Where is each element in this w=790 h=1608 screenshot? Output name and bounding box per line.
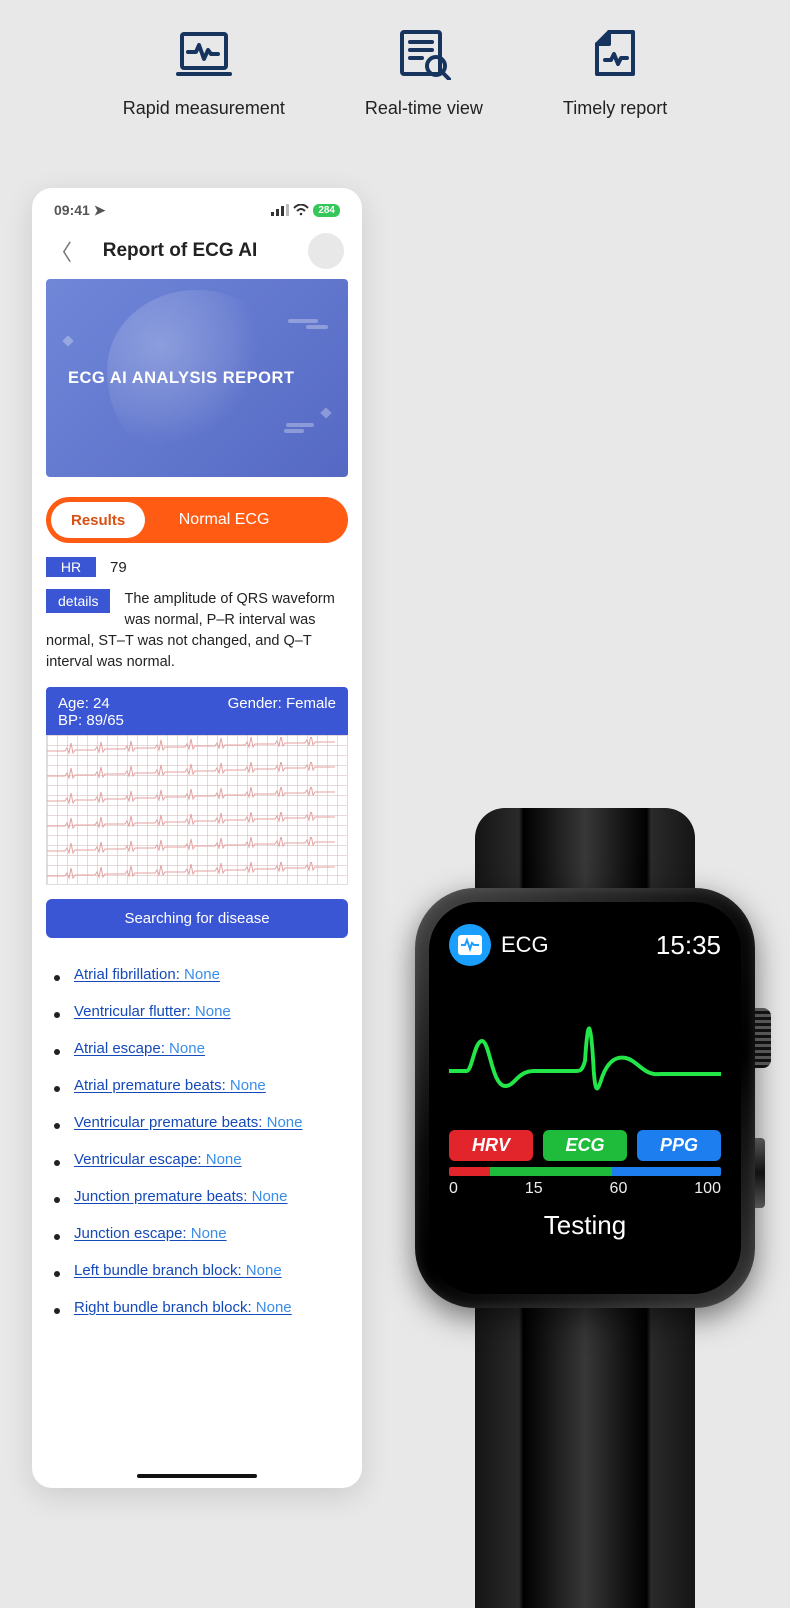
phone-status-bar: 09:41 ➤ 284: [32, 200, 362, 227]
wifi-icon: [293, 203, 309, 219]
page-title: Report of ECG AI: [103, 240, 257, 262]
disease-link[interactable]: Junction premature beats: None: [74, 1188, 287, 1205]
watch-mockup: ECG 15:35 HRV ECG PPG 0 15 60 100 Testing: [400, 808, 770, 1608]
signal-icon: [271, 203, 289, 219]
gender-field: Gender: Female: [228, 695, 336, 712]
watch-crown[interactable]: [755, 1008, 771, 1068]
results-button[interactable]: Results: [51, 502, 145, 538]
feature-label: Rapid measurement: [123, 98, 285, 119]
phone-mockup: 09:41 ➤ 284 〈 Report of ECG AI ECG AI AN…: [32, 188, 362, 1488]
watch-time: 15:35: [656, 930, 721, 961]
watch-band: [475, 1308, 695, 1608]
status-time: 09:41 ➤: [54, 202, 105, 219]
ecg-chart: [46, 735, 348, 885]
watch-app-title: ECG: [501, 932, 549, 958]
hero-banner: ECG AI ANALYSIS REPORT: [46, 279, 348, 477]
feature-label: Timely report: [563, 98, 667, 119]
disease-list: Atrial fibrillation: None Ventricular fl…: [46, 956, 348, 1326]
feature-rapid: Rapid measurement: [123, 28, 285, 119]
disease-link[interactable]: Junction escape: None: [74, 1225, 227, 1242]
bullet-icon: [54, 1049, 60, 1055]
disease-item[interactable]: Ventricular escape: None: [54, 1141, 348, 1178]
feature-realtime: Real-time view: [365, 28, 483, 119]
result-status: Normal ECG: [179, 511, 270, 529]
bullet-icon: [54, 975, 60, 981]
watch-app-badge: ECG: [449, 924, 549, 966]
age-field: Age: 24: [58, 695, 110, 712]
watch-ecg-wave: [449, 996, 721, 1126]
watch-scale: 0 15 60 100: [449, 1180, 721, 1198]
bullet-icon: [54, 1234, 60, 1240]
bullet-icon: [54, 1086, 60, 1092]
bullet-icon: [54, 1308, 60, 1314]
watch-metric-pill[interactable]: ECG: [543, 1130, 627, 1161]
avatar[interactable]: [308, 233, 344, 269]
watch-metric-pill[interactable]: HRV: [449, 1130, 533, 1161]
home-indicator[interactable]: [137, 1474, 257, 1478]
scale-tick: 60: [610, 1180, 628, 1198]
disease-item[interactable]: Atrial escape: None: [54, 1030, 348, 1067]
disease-item[interactable]: Right bundle branch block: None: [54, 1289, 348, 1326]
file-pulse-icon: [585, 28, 645, 80]
watch-body: ECG 15:35 HRV ECG PPG 0 15 60 100 Testing: [415, 888, 755, 1308]
scale-tick: 0: [449, 1180, 458, 1198]
watch-progress-bar: [449, 1167, 721, 1176]
bp-field: BP: 89/65: [58, 712, 336, 729]
disease-item[interactable]: Ventricular premature beats: None: [54, 1104, 348, 1141]
disease-link[interactable]: Left bundle branch block: None: [74, 1262, 282, 1279]
disease-link[interactable]: Ventricular premature beats: None: [74, 1114, 302, 1131]
battery-badge: 284: [313, 204, 340, 217]
patient-info-bar: Age: 24 Gender: Female BP: 89/65: [46, 687, 348, 735]
watch-side-button[interactable]: [755, 1138, 765, 1208]
bullet-icon: [54, 1197, 60, 1203]
doc-search-icon: [394, 28, 454, 80]
hr-value: 79: [110, 559, 127, 576]
bullet-icon: [54, 1123, 60, 1129]
scale-tick: 100: [694, 1180, 721, 1198]
disease-item[interactable]: Ventricular flutter: None: [54, 993, 348, 1030]
watch-metric-pill[interactable]: PPG: [637, 1130, 721, 1161]
feature-row: Rapid measurement Real-time view Timely …: [0, 0, 790, 119]
status-right: 284: [271, 203, 340, 219]
back-button[interactable]: 〈: [50, 235, 72, 267]
disease-link[interactable]: Atrial premature beats: None: [74, 1077, 266, 1094]
scale-tick: 15: [525, 1180, 543, 1198]
disease-link[interactable]: Atrial fibrillation: None: [74, 966, 220, 983]
hr-tag: HR: [46, 557, 96, 577]
disease-link[interactable]: Ventricular flutter: None: [74, 1003, 231, 1020]
hero-title: ECG AI ANALYSIS REPORT: [68, 369, 294, 388]
feature-label: Real-time view: [365, 98, 483, 119]
feature-report: Timely report: [563, 28, 667, 119]
disease-link[interactable]: Right bundle branch block: None: [74, 1299, 292, 1316]
progress-segment: [490, 1167, 612, 1176]
disease-item[interactable]: Atrial fibrillation: None: [54, 956, 348, 993]
search-disease-button[interactable]: Searching for disease: [46, 899, 348, 938]
result-pill: Results Normal ECG: [46, 497, 348, 543]
disease-link[interactable]: Atrial escape: None: [74, 1040, 205, 1057]
bullet-icon: [54, 1160, 60, 1166]
watch-status: Testing: [449, 1210, 721, 1241]
disease-item[interactable]: Left bundle branch block: None: [54, 1252, 348, 1289]
details-block: details The amplitude of QRS waveform wa…: [46, 589, 348, 673]
disease-link[interactable]: Ventricular escape: None: [74, 1151, 242, 1168]
phone-header: 〈 Report of ECG AI: [32, 227, 362, 279]
ecg-app-icon: [449, 924, 491, 966]
details-text: details The amplitude of QRS waveform wa…: [46, 589, 348, 673]
bullet-icon: [54, 1271, 60, 1277]
watch-band: [475, 808, 695, 888]
monitor-pulse-icon: [174, 28, 234, 80]
watch-screen[interactable]: ECG 15:35 HRV ECG PPG 0 15 60 100 Testing: [429, 902, 741, 1294]
progress-segment: [449, 1167, 490, 1176]
details-tag: details: [46, 589, 110, 613]
disease-item[interactable]: Junction escape: None: [54, 1215, 348, 1252]
watch-metrics-row: HRV ECG PPG: [449, 1130, 721, 1161]
progress-segment: [612, 1167, 721, 1176]
bullet-icon: [54, 1012, 60, 1018]
disease-item[interactable]: Junction premature beats: None: [54, 1178, 348, 1215]
hr-row: HR 79: [46, 557, 348, 577]
disease-item[interactable]: Atrial premature beats: None: [54, 1067, 348, 1104]
